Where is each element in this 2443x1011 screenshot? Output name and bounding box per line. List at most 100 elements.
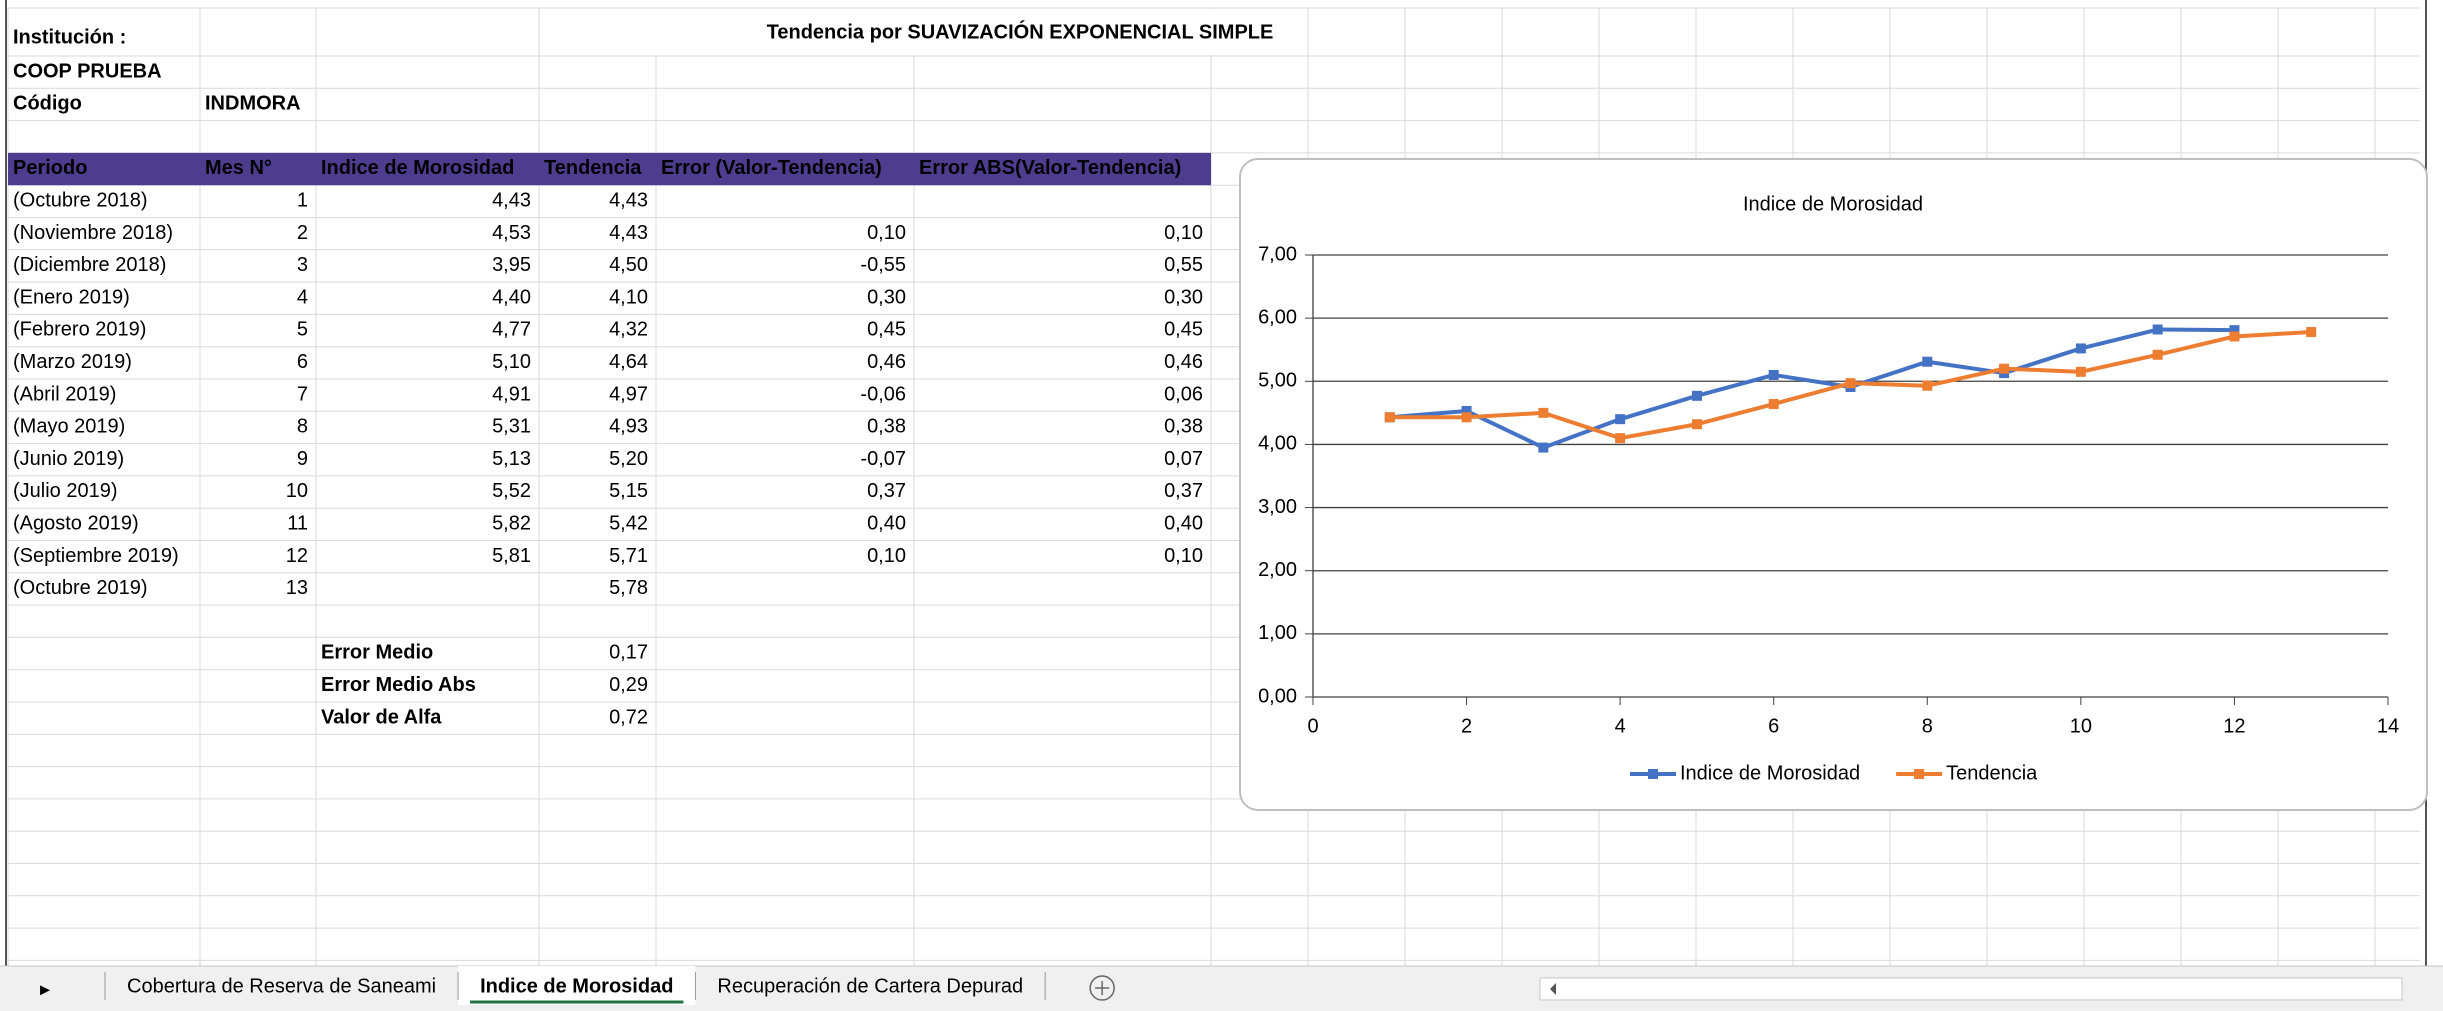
horizontal-scrollbar[interactable] — [1539, 977, 2403, 1001]
institution-label: Institución : — [13, 26, 126, 48]
code: INDMORA — [205, 93, 301, 115]
y-tick-label: 2,00 — [1258, 559, 1297, 581]
table-cell: 4,77 — [492, 319, 531, 341]
table-cell: 4,64 — [609, 351, 648, 373]
table-cell: 3 — [297, 254, 308, 276]
sheet-tab[interactable]: Cobertura de Reserva de Saneami — [127, 975, 436, 997]
table-cell: -0,06 — [860, 383, 906, 405]
table-cell: 0,30 — [1164, 286, 1203, 308]
table-cell: 0,38 — [1164, 416, 1203, 438]
sheet-tab[interactable]: Indice de Morosidad — [480, 975, 673, 997]
code-label: Código — [13, 93, 82, 115]
table-cell: 5,10 — [492, 351, 531, 373]
series-marker — [1845, 378, 1856, 389]
table-cell: 4,91 — [492, 383, 531, 405]
table-cell: -0,07 — [860, 448, 906, 470]
summary-label: Error Medio Abs — [321, 674, 476, 696]
table-cell: 4,53 — [492, 222, 531, 244]
table-cell: 5,42 — [609, 512, 648, 534]
series-marker — [1768, 369, 1779, 380]
x-tick-label: 14 — [2377, 715, 2399, 737]
x-tick-label: 6 — [1768, 715, 1779, 737]
table-cell: 10 — [286, 480, 308, 502]
table-cell: 5,13 — [492, 448, 531, 470]
table-cell: (Agosto 2019) — [13, 512, 139, 534]
table-cell: 0,37 — [1164, 480, 1203, 502]
series-marker — [1691, 419, 1702, 430]
table-cell: 4,40 — [492, 286, 531, 308]
chart-title: Indice de Morosidad — [1743, 193, 1923, 215]
series-marker — [1922, 380, 1933, 391]
series-marker — [2229, 325, 2240, 336]
table-cell: 2 — [297, 222, 308, 244]
column-header: Indice de Morosidad — [321, 157, 514, 179]
table-cell: 12 — [286, 545, 308, 567]
series-marker — [1538, 407, 1549, 418]
table-cell: 0,46 — [1164, 351, 1203, 373]
table-cell: 4,43 — [492, 189, 531, 211]
table-cell: 0,46 — [867, 351, 906, 373]
table-cell: 0,45 — [1164, 319, 1203, 341]
table-cell: (Febrero 2019) — [13, 319, 146, 341]
table-cell: 0,40 — [867, 512, 906, 534]
chart-frame — [1239, 158, 2428, 811]
sheet-title: Tendencia por SUAVIZACIÓN EXPONENCIAL SI… — [767, 19, 1274, 43]
summary-label: Valor de Alfa — [321, 706, 442, 728]
add-sheet-plus[interactable] — [1095, 981, 1110, 995]
x-tick-label: 4 — [1615, 715, 1626, 737]
table-cell: 0,45 — [867, 319, 906, 341]
y-tick-label: 1,00 — [1258, 622, 1297, 644]
series-marker — [1461, 405, 1472, 416]
table-cell: 0,10 — [867, 222, 906, 244]
series-marker — [2075, 366, 2086, 377]
table-cell: 5,52 — [492, 480, 531, 502]
table-cell: (Diciembre 2018) — [13, 254, 166, 276]
sheet-tab[interactable]: Recuperación de Cartera Depurad — [717, 975, 1023, 997]
y-tick-label: 0,00 — [1258, 685, 1297, 707]
x-tick-label: 8 — [1922, 715, 1933, 737]
table-cell: 6 — [297, 351, 308, 373]
summary-value: 0,29 — [609, 674, 648, 696]
table-cell: (Octubre 2018) — [13, 189, 148, 211]
table-cell: 0,37 — [867, 480, 906, 502]
summary-value: 0,72 — [609, 706, 648, 728]
legend-label: Tendencia — [1946, 762, 2038, 784]
series-marker — [1384, 412, 1395, 423]
series-marker — [1691, 390, 1702, 401]
table-cell: 4,32 — [609, 319, 648, 341]
table-cell: (Junio 2019) — [13, 448, 124, 470]
legend-marker — [1914, 769, 1925, 779]
table-cell: 0,30 — [867, 286, 906, 308]
table-cell: 0,10 — [867, 545, 906, 567]
table-cell: 4,43 — [609, 189, 648, 211]
series-marker — [2152, 349, 2163, 360]
table-cell: -0,55 — [860, 254, 906, 276]
add-sheet-button[interactable] — [1089, 975, 1115, 1001]
scroll-left-arrow[interactable] — [1550, 983, 1556, 995]
table-cell: 5,82 — [492, 512, 531, 534]
series-line — [1389, 327, 2235, 450]
summary-value: 0,17 — [609, 642, 648, 664]
table-cell: 5,71 — [609, 545, 648, 567]
table-cell: 5,20 — [609, 448, 648, 470]
column-header: Mes N° — [205, 157, 272, 179]
column-header: Error (Valor-Tendencia) — [661, 157, 882, 179]
table-cell: (Abril 2019) — [13, 383, 116, 405]
legend-label: Indice de Morosidad — [1680, 762, 1860, 784]
series-marker — [1768, 399, 1779, 410]
table-cell: (Enero 2019) — [13, 286, 130, 308]
table-cell: 0,38 — [867, 416, 906, 438]
table-cell: 1 — [297, 189, 308, 211]
table-cell: 3,95 — [492, 254, 531, 276]
x-tick-label: 12 — [2223, 715, 2245, 737]
table-cell: 0,10 — [1164, 222, 1203, 244]
series-marker — [1461, 412, 1472, 423]
y-tick-label: 3,00 — [1258, 496, 1297, 518]
series-marker — [1538, 442, 1549, 453]
series-marker — [2075, 343, 2086, 354]
series-marker — [2306, 327, 2317, 338]
table-cell: 8 — [297, 416, 308, 438]
x-tick-label: 0 — [1307, 715, 1318, 737]
series-marker — [1615, 414, 1626, 425]
